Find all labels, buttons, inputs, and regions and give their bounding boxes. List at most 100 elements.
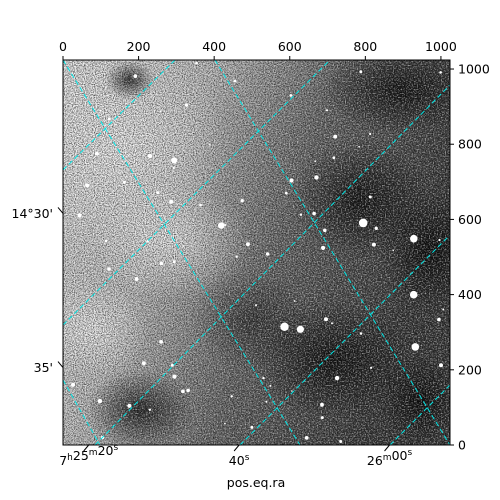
ra-tick-label: 40s (229, 453, 250, 468)
star (122, 180, 126, 184)
star (265, 400, 268, 403)
star (368, 195, 372, 199)
right-tick-label: 200 (458, 362, 482, 377)
top-tick-label: 600 (278, 39, 302, 54)
star (437, 317, 441, 322)
grid-line-ra-3 (214, 60, 450, 445)
star (304, 436, 309, 440)
star (71, 382, 75, 387)
star (293, 300, 296, 302)
x-axis-title: pos.eq.ra (227, 475, 285, 490)
star (218, 222, 225, 229)
star (195, 61, 198, 65)
star (172, 260, 176, 264)
star (289, 94, 293, 97)
star (141, 361, 146, 366)
right-tick-label: 400 (458, 287, 482, 302)
sky-image (63, 60, 450, 445)
grid-line-dec-5 (389, 384, 450, 445)
ra-tick-mark (83, 444, 90, 452)
star (439, 363, 443, 368)
star (291, 390, 293, 392)
star (107, 117, 111, 121)
star (323, 228, 327, 233)
star (359, 332, 363, 335)
star (411, 343, 420, 351)
plot-frame (62, 59, 451, 446)
star (170, 363, 174, 367)
star (159, 340, 164, 344)
star (339, 440, 343, 443)
dec-tick-mark (57, 207, 64, 214)
star (358, 145, 360, 148)
star (245, 242, 250, 247)
star (104, 239, 108, 243)
star (186, 388, 190, 393)
star (94, 151, 99, 156)
star (269, 384, 272, 387)
star (374, 226, 378, 230)
star (262, 376, 265, 380)
star (209, 144, 211, 146)
star (127, 403, 132, 408)
star (148, 408, 152, 411)
star (314, 175, 319, 180)
star (134, 277, 139, 281)
star (370, 366, 373, 369)
star (147, 153, 153, 159)
right-tick-label: 1000 (458, 62, 490, 77)
ra-tick-mark (384, 444, 390, 452)
star (332, 156, 336, 160)
star (159, 261, 164, 266)
star (438, 238, 441, 242)
dec-tick-mark (57, 361, 64, 368)
star (169, 199, 174, 204)
star (250, 425, 254, 429)
top-tick-label: 1000 (425, 39, 457, 54)
star (280, 322, 289, 331)
star (199, 203, 202, 207)
star (296, 325, 304, 333)
star (265, 252, 270, 256)
star (333, 134, 338, 139)
star (255, 304, 257, 307)
star (409, 290, 418, 299)
star (172, 166, 175, 170)
star (320, 416, 324, 420)
top-tick-label: 800 (353, 39, 377, 54)
ra-tick-label: 7h25m20s (59, 443, 118, 468)
star (299, 213, 303, 216)
star (320, 402, 324, 407)
dec-axis: 14°30' 35' (12, 206, 64, 375)
star (99, 109, 102, 112)
star (77, 213, 82, 218)
star (321, 245, 326, 250)
grid-line-ra-1 (63, 60, 301, 445)
star (224, 422, 226, 425)
star (85, 183, 90, 188)
top-tick-label: 0 (59, 39, 67, 54)
star (171, 157, 178, 164)
star (97, 398, 103, 404)
star (439, 71, 442, 74)
top-axis: 0 200 400 600 800 1000 (59, 39, 457, 60)
star (181, 389, 185, 394)
star (233, 79, 237, 83)
star (312, 211, 316, 216)
star (410, 234, 418, 243)
right-tick-label: 800 (458, 137, 482, 152)
star (159, 110, 162, 112)
star (392, 249, 395, 252)
right-tick-label: 600 (458, 212, 482, 227)
star (133, 74, 138, 78)
ra-axis: 7h25m20s 40s 26m00s (59, 443, 412, 468)
star (331, 322, 333, 325)
star (240, 199, 244, 203)
star (371, 242, 376, 247)
top-tick-label: 200 (127, 39, 151, 54)
grid-line-dec-3 (94, 84, 450, 445)
star (146, 240, 149, 243)
grid-line-dec-1 (63, 60, 176, 171)
star (358, 218, 368, 228)
